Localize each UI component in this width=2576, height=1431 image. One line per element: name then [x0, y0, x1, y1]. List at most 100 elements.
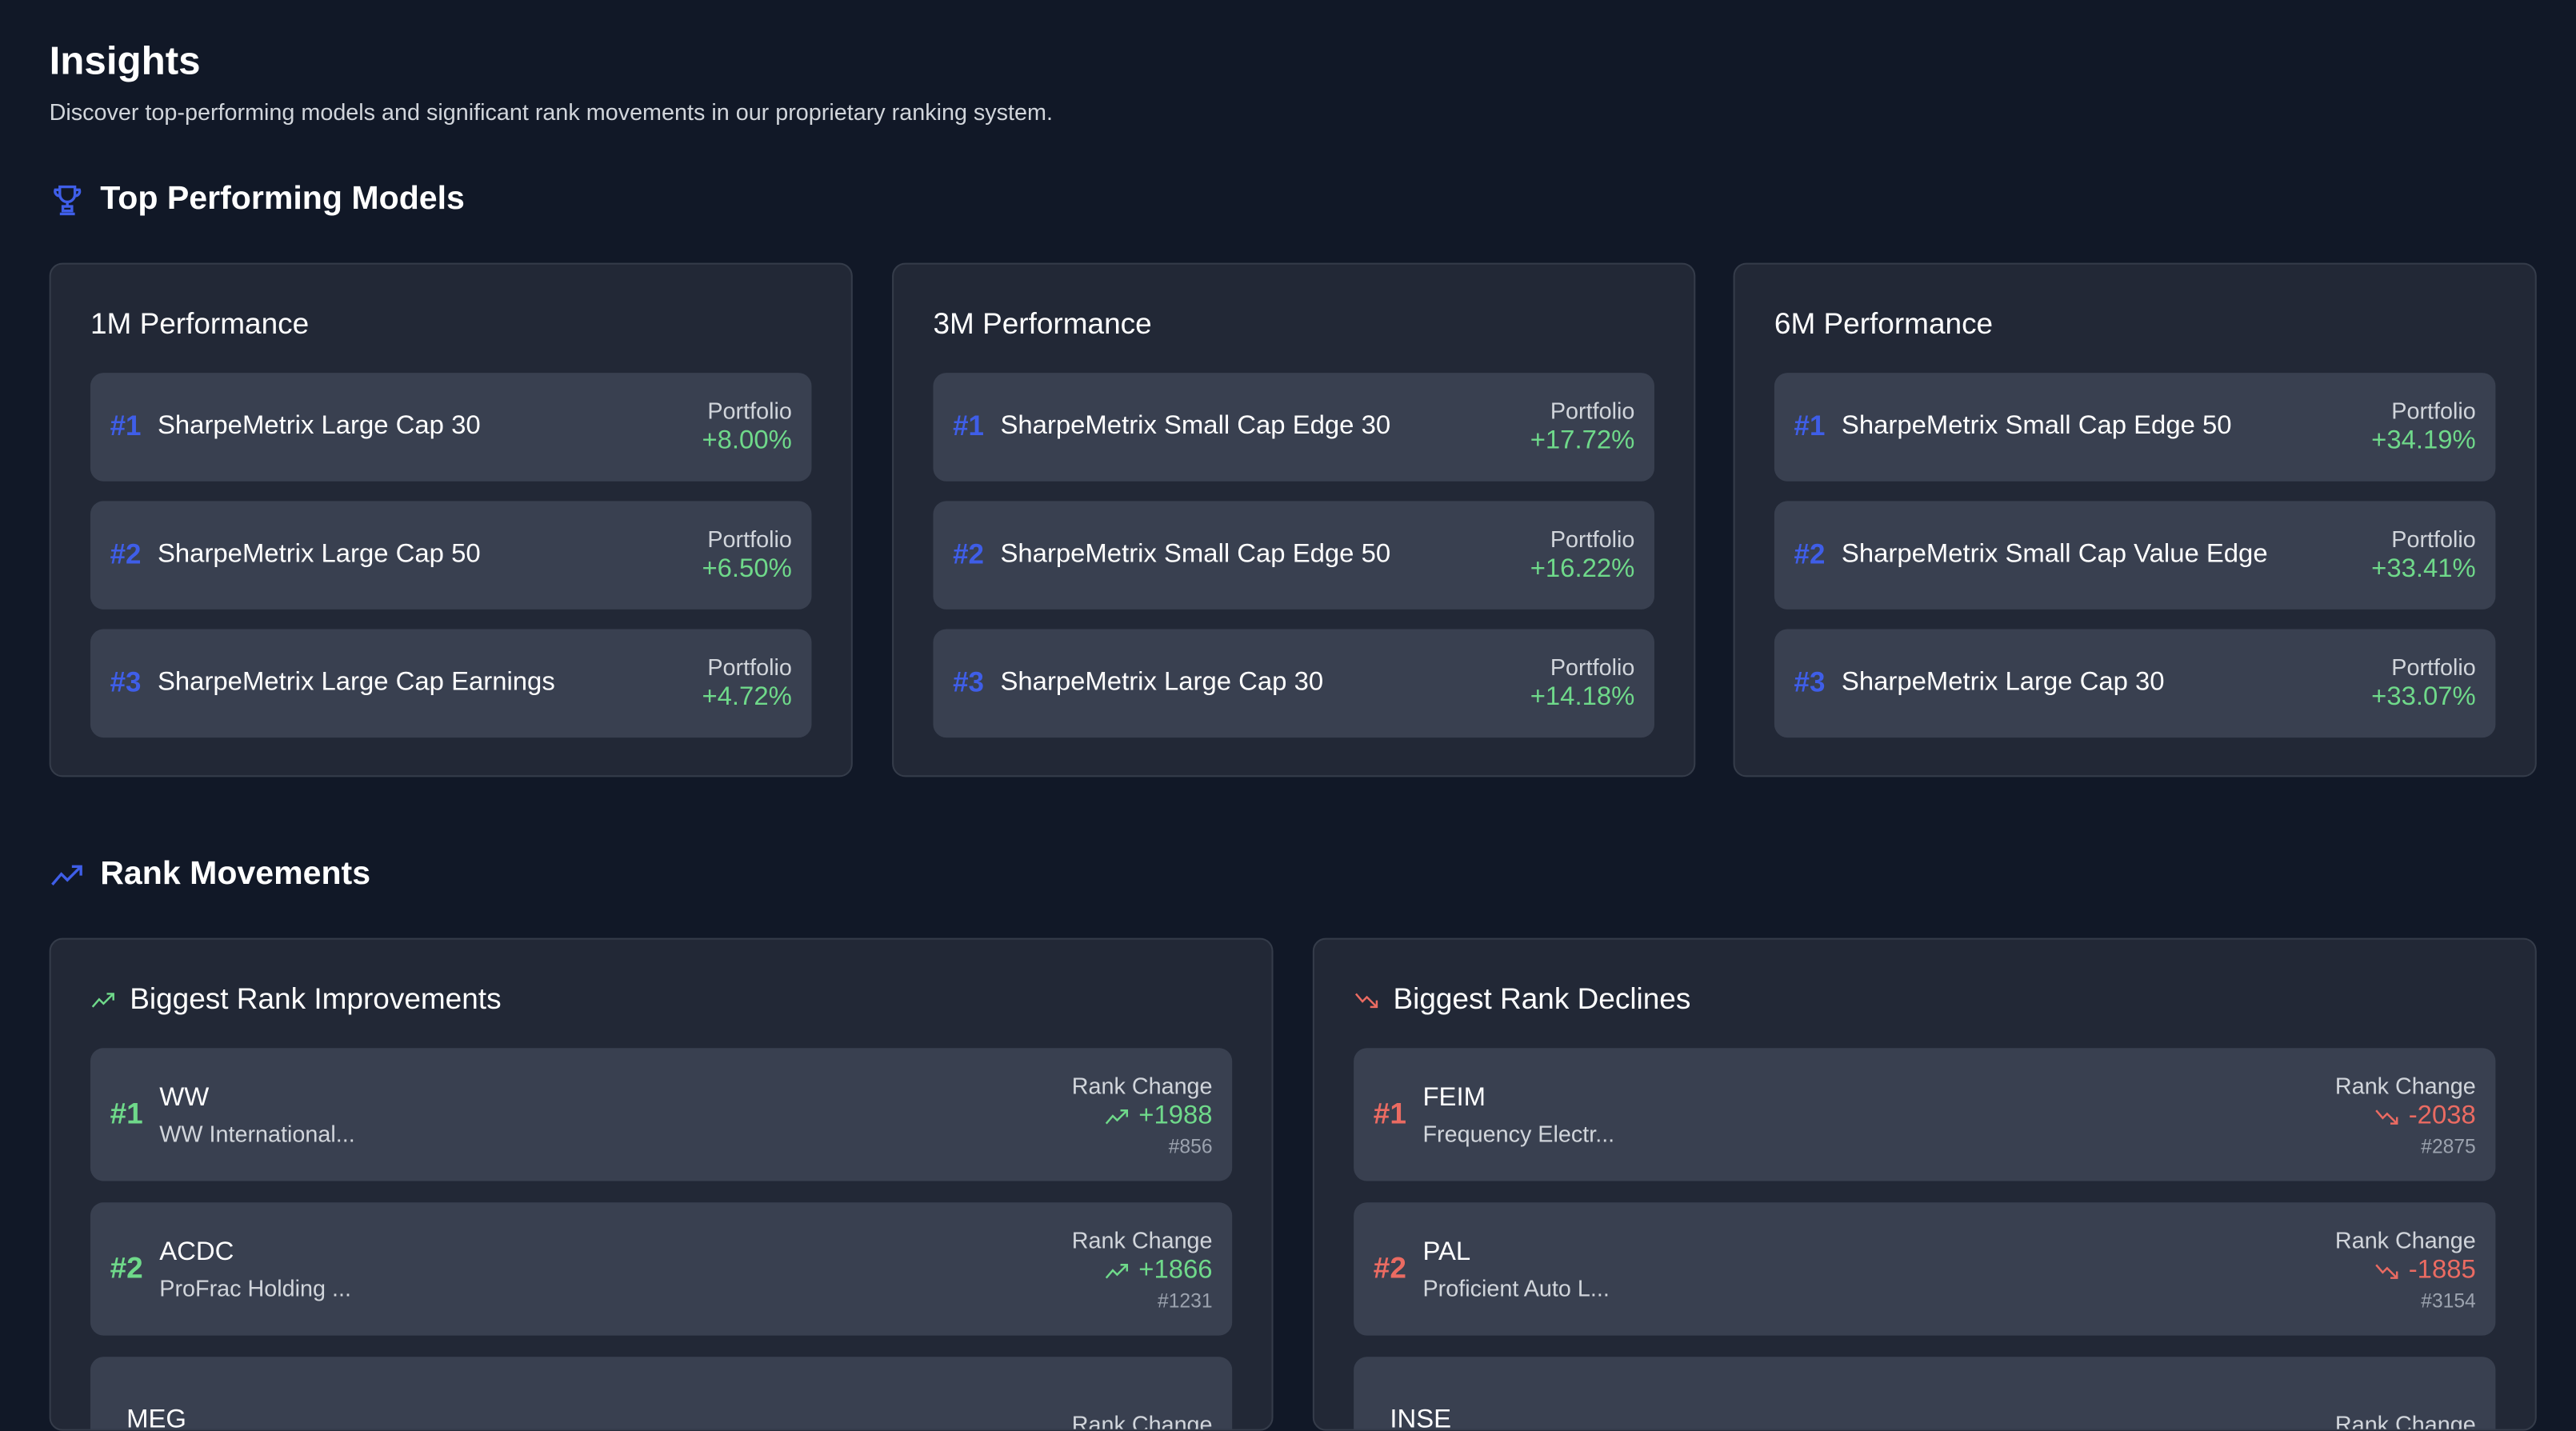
rank-badge: #2 — [110, 1251, 143, 1285]
rank-change-label: Rank Change — [2334, 1071, 2476, 1098]
rank-badge: #2 — [1373, 1251, 1406, 1285]
current-rank: #856 — [1168, 1134, 1213, 1157]
model-name: SharpeMetrix Large Cap Earnings — [157, 668, 555, 697]
rank-badge: #1 — [1373, 1097, 1406, 1130]
trending-up-icon — [91, 992, 114, 1007]
ticker: PAL — [1422, 1237, 1471, 1266]
trending-down-icon — [1354, 992, 1378, 1008]
rank-change-label: Rank Change — [1071, 1071, 1213, 1098]
rank-badge: #1 — [953, 410, 984, 442]
rank-list-item[interactable]: MEG Rank Change — [90, 1357, 1233, 1431]
rank-change-value: +1988 — [1072, 1101, 1213, 1131]
ticker: FEIM — [1422, 1083, 1486, 1112]
rank-list-item[interactable]: #2 PAL Proficient Auto L... Rank Change … — [1354, 1202, 2496, 1336]
trending-down-icon — [2375, 1109, 2398, 1124]
company-name: ProFrac Holding ... — [159, 1273, 351, 1301]
trending-up-icon — [1105, 1263, 1129, 1278]
rank-movements-heading: Rank Movements — [50, 856, 370, 893]
current-rank: #2875 — [2421, 1134, 2476, 1157]
portfolio-return: +14.18% — [1530, 683, 1635, 712]
rank-badge: #2 — [953, 538, 984, 570]
rank-list-item[interactable]: #1 FEIM Frequency Electr... Rank Change … — [1354, 1048, 2496, 1181]
rank-change-number: -1885 — [2408, 1255, 2476, 1284]
portfolio-return: +33.41% — [2371, 555, 2476, 584]
section-title: Top Performing Models — [100, 180, 465, 218]
company-name: Frequency Electr... — [1422, 1119, 1615, 1146]
rank-change-number: +1866 — [1138, 1255, 1213, 1284]
model-name: SharpeMetrix Large Cap 50 — [157, 540, 481, 569]
model-name: SharpeMetrix Large Cap 30 — [1000, 668, 1324, 697]
portfolio-return: +17.72% — [1530, 426, 1635, 455]
rank-badge: #2 — [110, 538, 142, 570]
portfolio-label: Portfolio — [2391, 526, 2476, 553]
model-list-item[interactable]: #1 SharpeMetrix Small Cap Edge 30 Portfo… — [933, 373, 1654, 482]
ticker: INSE — [1390, 1405, 1452, 1431]
portfolio-label: Portfolio — [707, 526, 792, 553]
rank-change-label: Rank Change — [1071, 1226, 1213, 1253]
model-name: SharpeMetrix Large Cap 30 — [1841, 668, 2165, 697]
card-title: Biggest Rank Improvements — [90, 982, 502, 1017]
company-name: Proficient Auto L... — [1422, 1273, 1610, 1301]
section-title: Rank Movements — [100, 855, 371, 893]
rank-badge: #2 — [1794, 538, 1826, 570]
performance-card: 1M Performance #1 SharpeMetrix Large Cap… — [49, 262, 853, 777]
page-subtitle: Discover top-performing models and signi… — [49, 98, 1053, 126]
ticker: WW — [159, 1083, 210, 1112]
portfolio-return: +4.72% — [702, 683, 792, 712]
portfolio-label: Portfolio — [1550, 397, 1635, 424]
model-list-item[interactable]: #2 SharpeMetrix Large Cap 50 Portfolio +… — [90, 501, 812, 610]
trending-up-icon — [51, 864, 82, 885]
model-list-item[interactable]: #3 SharpeMetrix Large Cap Earnings Portf… — [90, 629, 812, 738]
model-name: SharpeMetrix Small Cap Edge 30 — [1000, 412, 1391, 441]
top-models-heading: Top Performing Models — [50, 181, 465, 218]
ticker: ACDC — [159, 1237, 234, 1266]
rank-change-number: -2038 — [2408, 1101, 2476, 1129]
rank-badge: #3 — [1794, 666, 1826, 698]
rank-change-label: Rank Change — [2334, 1226, 2476, 1253]
card-title-text: Biggest Rank Improvements — [130, 982, 502, 1016]
rank-change-label: Rank Change — [1071, 1410, 1213, 1431]
rank-badge: #3 — [953, 666, 984, 698]
card-title-text: Biggest Rank Declines — [1393, 982, 1691, 1016]
performance-card: 6M Performance #1 SharpeMetrix Small Cap… — [1733, 262, 2537, 777]
portfolio-label: Portfolio — [1550, 654, 1635, 681]
portfolio-label: Portfolio — [1550, 526, 1635, 553]
model-list-item[interactable]: #2 SharpeMetrix Small Cap Edge 50 Portfo… — [933, 501, 1654, 610]
card-title: Biggest Rank Declines — [1354, 982, 1690, 1017]
model-name: SharpeMetrix Small Cap Edge 50 — [1000, 540, 1391, 569]
rank-list-item[interactable]: #1 WW WW International... Rank Change +1… — [90, 1048, 1233, 1181]
rank-declines-card: Biggest Rank Declines #1 FEIM Frequency … — [1312, 937, 2537, 1431]
model-name: SharpeMetrix Small Cap Edge 50 — [1841, 412, 2232, 441]
performance-card: 3M Performance #1 SharpeMetrix Small Cap… — [892, 262, 1696, 777]
trophy-icon — [54, 184, 82, 215]
page-title: Insights — [49, 39, 201, 84]
trending-up-icon — [1105, 1108, 1129, 1124]
portfolio-return: +16.22% — [1530, 555, 1635, 584]
rank-badge: #1 — [110, 410, 142, 442]
rank-change-label: Rank Change — [2334, 1410, 2476, 1431]
portfolio-label: Portfolio — [707, 654, 792, 681]
rank-badge: #3 — [110, 666, 142, 698]
model-list-item[interactable]: #3 SharpeMetrix Large Cap 30 Portfolio +… — [1774, 629, 2496, 738]
model-list-item[interactable]: #1 SharpeMetrix Large Cap 30 Portfolio +… — [90, 373, 812, 482]
model-name: SharpeMetrix Large Cap 30 — [157, 412, 481, 441]
model-list-item[interactable]: #3 SharpeMetrix Large Cap 30 Portfolio +… — [933, 629, 1654, 738]
rank-list-item[interactable]: #2 ACDC ProFrac Holding ... Rank Change … — [90, 1202, 1233, 1336]
portfolio-return: +6.50% — [702, 555, 792, 584]
rank-change-number: +1988 — [1138, 1101, 1213, 1129]
current-rank: #3154 — [2421, 1289, 2476, 1312]
rank-list-item[interactable]: INSE Rank Change — [1354, 1357, 2496, 1431]
rank-change-value: +1866 — [1072, 1256, 1213, 1285]
portfolio-label: Portfolio — [2391, 654, 2476, 681]
rank-badge: #1 — [110, 1097, 143, 1130]
portfolio-return: +8.00% — [702, 426, 792, 455]
company-name: WW International... — [159, 1119, 355, 1146]
card-title: 1M Performance — [90, 307, 310, 341]
rank-change-value: -2038 — [2335, 1101, 2476, 1131]
model-list-item[interactable]: #1 SharpeMetrix Small Cap Edge 50 Portfo… — [1774, 373, 2496, 482]
model-name: SharpeMetrix Small Cap Value Edge — [1841, 540, 2268, 569]
portfolio-label: Portfolio — [2391, 397, 2476, 424]
model-list-item[interactable]: #2 SharpeMetrix Small Cap Value Edge Por… — [1774, 501, 2496, 610]
card-title: 6M Performance — [1774, 307, 1994, 341]
current-rank: #1231 — [1158, 1289, 1213, 1312]
